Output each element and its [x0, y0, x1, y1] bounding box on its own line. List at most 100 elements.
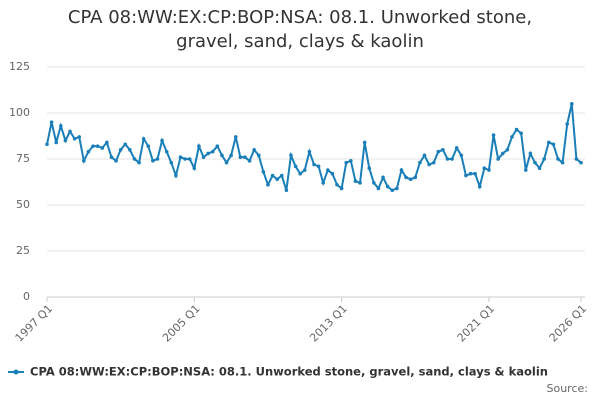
- point: [293, 164, 298, 169]
- point: [169, 160, 174, 165]
- point: [381, 175, 385, 180]
- chart-title: CPA 08:WW:EX:CP:BOP:NSA: 08.1. Unworked …: [67, 7, 533, 52]
- point: [229, 153, 233, 158]
- point: [233, 135, 238, 139]
- point: [49, 120, 54, 124]
- point: [477, 184, 482, 189]
- point: [82, 159, 86, 163]
- point: [399, 168, 404, 172]
- point: [464, 173, 468, 178]
- point: [109, 155, 114, 159]
- point: [132, 157, 137, 161]
- point: [482, 166, 487, 170]
- x-tick-label: 2005 Q1: [160, 302, 203, 345]
- point: [404, 175, 408, 180]
- point: [335, 182, 339, 187]
- point: [54, 140, 59, 145]
- point: [505, 148, 510, 152]
- y-tick-label: 100: [9, 106, 30, 119]
- x-tick-label: 2026 Q1: [547, 302, 590, 345]
- point: [537, 166, 542, 170]
- point: [174, 173, 178, 178]
- point: [155, 157, 160, 161]
- point: [367, 166, 372, 170]
- point: [427, 162, 431, 167]
- point: [349, 159, 353, 163]
- point: [215, 144, 220, 148]
- point: [86, 149, 91, 154]
- point: [551, 142, 556, 147]
- point: [316, 164, 321, 169]
- point: [569, 102, 574, 106]
- point: [302, 168, 307, 172]
- point: [574, 157, 579, 161]
- point: [385, 184, 390, 189]
- point: [178, 155, 183, 159]
- point: [100, 146, 105, 150]
- point: [59, 124, 63, 128]
- point: [247, 159, 252, 163]
- point: [312, 162, 316, 167]
- point: [330, 171, 335, 176]
- point: [197, 144, 201, 148]
- point: [63, 138, 68, 143]
- y-tick-label: 125: [9, 60, 30, 73]
- point: [118, 148, 123, 152]
- point: [266, 182, 270, 187]
- point: [160, 138, 164, 143]
- point: [256, 153, 261, 158]
- point: [459, 153, 464, 158]
- point: [500, 151, 505, 156]
- point: [91, 144, 95, 148]
- point: [192, 166, 197, 170]
- x-tick-label: 1997 Q1: [13, 302, 56, 345]
- point: [376, 186, 381, 191]
- legend-marker: [13, 369, 19, 375]
- point: [206, 151, 210, 156]
- point: [473, 171, 477, 176]
- point: [510, 135, 514, 139]
- point: [560, 160, 565, 165]
- point: [201, 155, 206, 159]
- point: [523, 168, 528, 172]
- point: [344, 160, 349, 165]
- y-tick-label: 75: [16, 152, 30, 165]
- x-tick-label: 2021 Q1: [455, 302, 498, 345]
- point: [105, 140, 109, 145]
- point: [519, 131, 523, 136]
- point: [321, 181, 326, 185]
- point: [395, 186, 399, 191]
- point: [514, 127, 519, 132]
- point: [187, 157, 192, 161]
- point: [390, 188, 395, 193]
- point: [408, 177, 413, 182]
- point: [326, 168, 330, 172]
- point: [487, 168, 491, 172]
- point: [454, 146, 459, 150]
- point: [491, 133, 496, 137]
- point: [556, 157, 560, 161]
- point: [431, 160, 436, 165]
- point: [307, 149, 312, 154]
- point: [298, 171, 302, 176]
- point: [445, 157, 450, 161]
- point: [528, 151, 533, 156]
- point: [468, 171, 473, 176]
- point: [418, 160, 422, 165]
- point: [210, 149, 215, 154]
- point: [542, 157, 546, 161]
- point: [496, 157, 500, 161]
- legend-label: CPA 08:WW:EX:CP:BOP:NSA: 08.1. Unworked …: [30, 365, 548, 379]
- point: [275, 177, 279, 182]
- point: [289, 153, 293, 158]
- point: [164, 149, 169, 154]
- line: [46, 103, 582, 192]
- point: [533, 160, 537, 165]
- point: [436, 149, 441, 154]
- point: [45, 142, 49, 147]
- point: [95, 144, 100, 148]
- point: [151, 159, 155, 163]
- point: [68, 129, 72, 134]
- point: [224, 160, 229, 165]
